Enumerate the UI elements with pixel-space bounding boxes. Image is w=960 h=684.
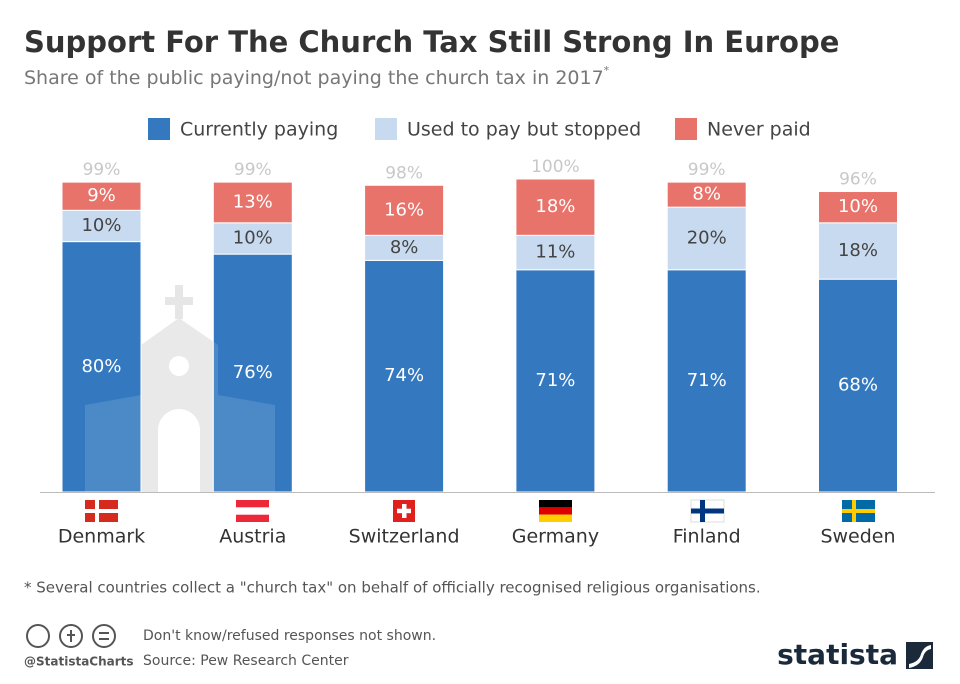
church-door (158, 409, 200, 492)
data-label: 8% (692, 184, 721, 205)
data-label: 10% (233, 227, 273, 248)
data-label: 11% (535, 242, 575, 263)
data-label: 20% (687, 227, 727, 248)
data-label: 68% (838, 375, 878, 396)
bar-segment (364, 259, 445, 493)
bar-segment (515, 234, 596, 271)
data-label: 8% (390, 237, 419, 258)
source: Source: Pew Research Center (143, 653, 349, 669)
flag-sweden (842, 500, 875, 522)
footnote: * Several countries collect a "church ta… (24, 579, 761, 597)
legend-swatch (375, 118, 397, 140)
chart-subtitle: Share of the public paying/not paying th… (24, 64, 610, 89)
legend-swatch (675, 118, 697, 140)
flag-cross (397, 508, 411, 514)
flag-switzerland (393, 500, 415, 522)
legend-label: Currently paying (180, 119, 338, 141)
data-label: 74% (384, 365, 424, 386)
note: Don't know/refused responses not shown. (143, 628, 436, 644)
data-label: 76% (233, 362, 273, 383)
data-label: 80% (81, 356, 121, 377)
bar-segment (666, 269, 747, 493)
x-tick-label: Switzerland (349, 526, 460, 548)
license-icons (26, 624, 116, 648)
icon-by (59, 624, 83, 648)
flag-cross (842, 509, 875, 513)
legend-label: Never paid (707, 119, 811, 141)
icon-nd (92, 624, 116, 648)
brand-icon-glyph (909, 645, 931, 668)
data-label: 13% (233, 191, 273, 212)
bar-segment (364, 234, 445, 261)
total-label: 99% (83, 160, 121, 180)
bars: 80% 10% 9% 99% 76% 10% 13% 99% 74% 8% 16% 98% 71% 11%… (61, 157, 898, 493)
total-label: 99% (688, 160, 726, 180)
flag-finland (690, 499, 725, 523)
flag-germany (539, 500, 572, 522)
bar-segment (818, 222, 898, 280)
data-label: 71% (535, 370, 575, 391)
x-tick-label: Germany (512, 526, 599, 548)
flag-cross (691, 508, 724, 514)
bar-segment (212, 222, 293, 255)
flag-stripe (539, 507, 572, 515)
subtitle-text: Share of the public paying/not paying th… (24, 67, 604, 89)
total-label: 99% (234, 160, 272, 180)
icon-cc (26, 624, 50, 648)
church-overlay (85, 318, 275, 492)
chart-title: Support For The Church Tax Still Strong … (24, 25, 839, 59)
church-overlay-shape (85, 318, 275, 492)
bar-segment (666, 181, 747, 208)
x-tick-label: Denmark (58, 526, 145, 548)
flag-stripe (236, 507, 269, 515)
data-label: 18% (535, 196, 575, 217)
data-label: 16% (384, 199, 424, 220)
x-tick-label: Austria (219, 526, 286, 548)
handle: @StatistaCharts (24, 655, 134, 669)
bar-segment (515, 269, 596, 493)
total-label: 98% (385, 163, 423, 183)
bar-segment (61, 209, 142, 243)
x-tick-label: Sweden (820, 526, 895, 548)
bar-segment (818, 191, 898, 224)
icon-glyphs (67, 630, 109, 642)
flag-cross (85, 509, 118, 513)
flag-stripe (539, 514, 572, 522)
bar-segment (818, 278, 898, 493)
data-label: 9% (87, 185, 116, 206)
flag-stripe (539, 500, 572, 508)
data-label: 10% (838, 196, 878, 217)
data-label: 10% (81, 215, 121, 236)
total-label: 100% (531, 157, 580, 177)
total-label: 96% (839, 170, 877, 190)
flag-austria (236, 500, 269, 522)
x-tick-label: Finland (673, 526, 741, 548)
subtitle-marker: * (604, 64, 610, 77)
data-label: 18% (838, 240, 878, 261)
legend-label: Used to pay but stopped (407, 119, 641, 141)
bar-segment (515, 178, 596, 236)
bar-segment (364, 184, 445, 236)
church-window (169, 356, 189, 376)
brand: statista (777, 638, 898, 671)
flag-denmark (85, 500, 118, 522)
bar-segment (212, 181, 293, 224)
legend-swatch (148, 118, 170, 140)
bar-segment (61, 181, 142, 211)
data-label: 71% (687, 370, 727, 391)
church-cross (165, 285, 193, 319)
legend: Currently paying Used to pay but stopped N… (148, 118, 811, 141)
